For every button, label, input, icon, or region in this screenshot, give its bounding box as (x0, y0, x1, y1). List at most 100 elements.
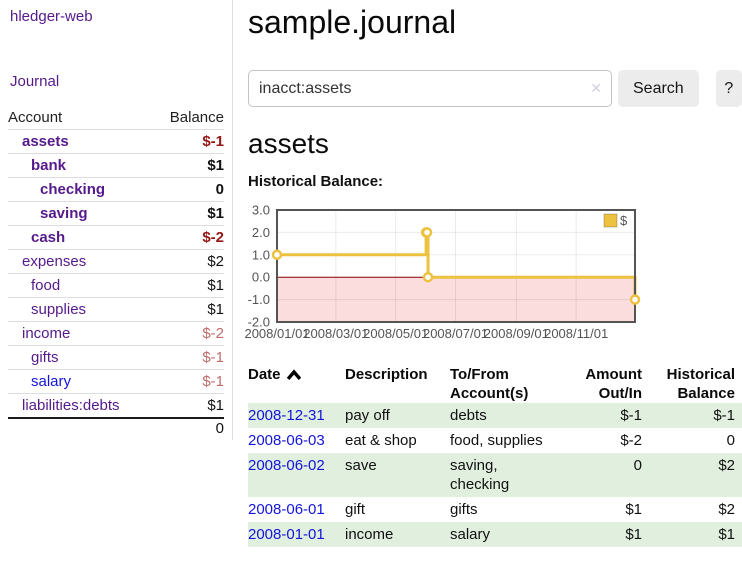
account-link[interactable]: gifts (31, 349, 59, 366)
account-balance: $1 (207, 157, 224, 174)
sidebar-account-row: liabilities:debts $1 (8, 393, 224, 417)
data-point-marker (629, 294, 641, 305)
transaction-amount: $1 (625, 501, 642, 518)
date-column-header[interactable]: Date (248, 365, 345, 403)
y-axis-tick-label: 2.0 (252, 225, 270, 240)
account-balance: $-1 (202, 373, 224, 390)
account-link[interactable]: income (22, 325, 71, 342)
transaction-date-link[interactable]: 2008-01-01 (248, 526, 325, 543)
chart-heading: Historical Balance: (248, 173, 384, 190)
transaction-description: gift (345, 501, 366, 518)
register-row: 2008-06-03 eat & shop food, supplies $-2 0 (248, 428, 742, 453)
main-content: sample.journal ✕ Search ? assets Histori… (244, 0, 742, 547)
transaction-description: pay off (345, 407, 390, 424)
account-balance: $-1 (202, 349, 224, 366)
transaction-description: income (345, 526, 394, 543)
account-column-header: Account (8, 109, 63, 126)
x-axis-tick-label: 2008/09/01 (484, 326, 549, 341)
date-header-label: Date (248, 366, 281, 383)
historical-balance-chart: $3.0 2.0 1.0 0.0 -1.0 -2.0 2008/01/01 2008/03/0… (244, 200, 742, 348)
amount-column-header: Amount Out/In (585, 366, 642, 402)
register-row: 2008-12-31 pay off debts $-1 $-1 (248, 403, 742, 428)
y-axis-tick-label: -2.0 (248, 315, 270, 330)
transaction-date-link[interactable]: 2008-06-01 (248, 501, 325, 518)
account-link[interactable]: expenses (22, 253, 87, 270)
account-heading: assets (248, 128, 329, 159)
x-axis-tick-label: 2008/03/01 (303, 326, 368, 341)
transaction-balance: $2 (718, 457, 735, 474)
transaction-balance: $-1 (713, 407, 735, 424)
app-title-link[interactable]: hledger-web (10, 8, 93, 25)
search-box: ✕ (248, 70, 612, 107)
transaction-accounts: debts (450, 407, 487, 424)
transaction-date-link[interactable]: 2008-06-03 (248, 432, 325, 449)
accounts-table: Account Balance assets $-1 bank $1 checking 0… (8, 106, 224, 441)
account-balance: $-2 (202, 325, 224, 342)
negative-region (277, 277, 635, 322)
register-row: 2008-01-01 income salary $1 $1 (248, 522, 742, 547)
transaction-balance: $1 (718, 526, 735, 543)
search-form: ✕ Search ? (248, 70, 742, 107)
register-header-row: Date Description To/From Account(s) Amou… (248, 365, 742, 403)
account-link[interactable]: checking (40, 181, 106, 198)
x-axis-tick-label: 2008/07/01 (423, 326, 488, 341)
account-link[interactable]: cash (31, 229, 66, 246)
sidebar-account-row: gifts $-1 (8, 345, 224, 369)
sidebar-account-row: salary $-1 (8, 369, 224, 393)
sidebar: hledger-web Journal Account Balance asse… (0, 0, 233, 440)
search-input[interactable] (248, 70, 612, 107)
transaction-accounts: salary (450, 526, 491, 543)
legend-label: $ (620, 213, 628, 228)
transaction-balance: $2 (718, 501, 735, 518)
sidebar-account-row: assets $-1 (8, 129, 224, 153)
transaction-accounts: gifts (450, 501, 478, 518)
account-balance: $-2 (202, 229, 224, 246)
sidebar-account-row: checking 0 (8, 177, 224, 201)
description-column-header: Description (345, 366, 428, 383)
account-link[interactable]: supplies (31, 301, 87, 318)
transaction-date-link[interactable]: 2008-06-02 (248, 457, 325, 474)
transaction-date-cell: 2008-06-01 (248, 497, 345, 522)
account-balance: $1 (207, 205, 224, 222)
account-balance: $2 (207, 253, 224, 270)
transaction-amount: $-2 (620, 432, 642, 449)
sidebar-account-row: bank $1 (8, 153, 224, 177)
transaction-amount: $1 (625, 526, 642, 543)
search-button[interactable]: Search (618, 70, 699, 107)
account-link[interactable]: food (31, 277, 61, 294)
account-link[interactable]: assets (22, 133, 69, 150)
x-axis-tick-label: 2008/11/01 (544, 326, 608, 341)
balance-column-header-main: Historical Balance (666, 366, 735, 402)
register-row: 2008-06-01 gift gifts $1 $2 (248, 497, 742, 522)
account-link[interactable]: bank (31, 157, 67, 174)
account-balance: $1 (207, 397, 224, 414)
data-point-marker (421, 227, 433, 238)
accounts-table-header: Account Balance (8, 106, 224, 129)
clear-search-icon[interactable]: ✕ (590, 80, 602, 96)
transaction-accounts: food, supplies (450, 432, 543, 449)
transaction-date-link[interactable]: 2008-12-31 (248, 407, 325, 424)
transaction-date-cell: 2008-12-31 (248, 403, 345, 428)
y-axis-tick-label: 1.0 (252, 247, 270, 262)
transaction-date-cell: 2008-06-03 (248, 428, 345, 453)
x-axis-tick-label: 2008/05/01 (363, 326, 428, 341)
account-link[interactable]: saving (40, 205, 88, 222)
sidebar-item-journal[interactable]: Journal (10, 73, 60, 90)
transaction-accounts: saving, checking (450, 457, 510, 493)
sidebar-account-row: income $-2 (8, 321, 224, 345)
sidebar-account-row: supplies $1 (8, 297, 224, 321)
accounts-rows: assets $-1 bank $1 checking 0 saving $1 cash $-2 e… (8, 129, 224, 417)
sidebar-account-row: cash $-2 (8, 225, 224, 249)
account-balance: $1 (207, 301, 224, 318)
account-link[interactable]: liabilities:debts (22, 397, 120, 414)
register-table: Date Description To/From Account(s) Amou… (248, 365, 742, 547)
transaction-amount: 0 (633, 457, 642, 474)
help-button[interactable]: ? (715, 70, 742, 107)
account-link[interactable]: salary (31, 373, 72, 390)
data-point-marker (271, 249, 283, 261)
accounts-total-value: 0 (215, 420, 224, 437)
account-balance: $1 (207, 277, 224, 294)
y-axis-tick-label: 3.0 (252, 203, 270, 218)
transaction-balance: 0 (726, 432, 735, 449)
account-balance: 0 (215, 181, 224, 198)
